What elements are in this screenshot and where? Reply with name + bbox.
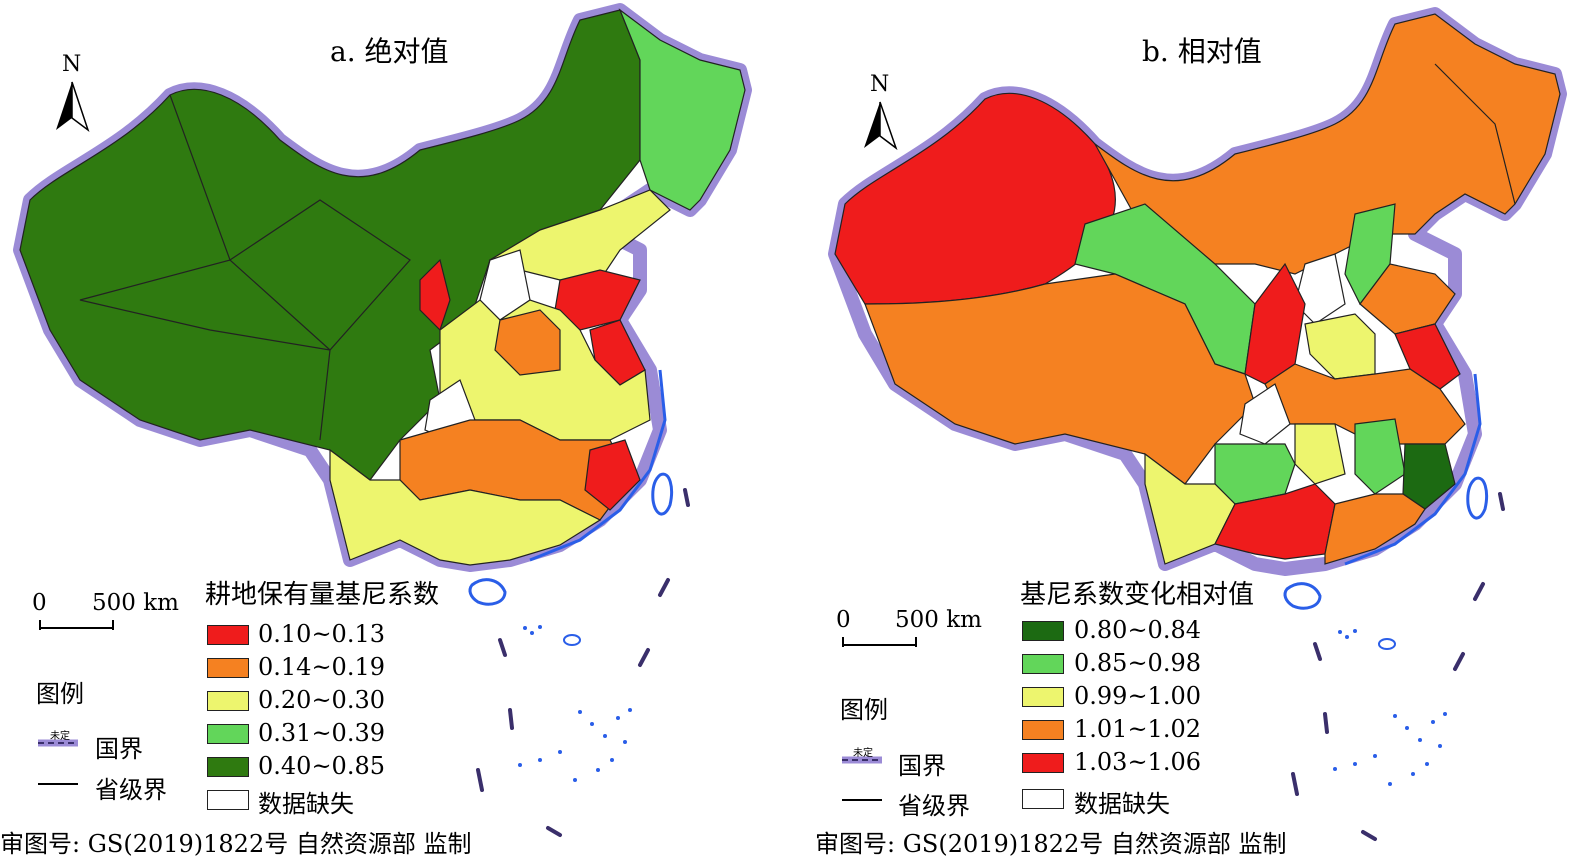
nine-dash-line-b xyxy=(1291,492,1505,841)
taiwan-a xyxy=(651,472,674,516)
region-southwest-b xyxy=(864,273,1256,485)
legend-heading-a: 图例 xyxy=(36,680,84,708)
region-henan-b xyxy=(1304,313,1376,380)
hainan-a xyxy=(468,578,507,606)
legend-swatch-a-missing xyxy=(207,790,249,810)
north-arrow-a xyxy=(56,81,90,133)
region-jiangxi-b xyxy=(1354,418,1406,495)
scale-start-a: 0 xyxy=(32,590,47,616)
legend-swatch-a-4 xyxy=(207,724,249,744)
hainan-b xyxy=(1283,582,1322,610)
provincial-border-label-b: 省级界 xyxy=(898,792,970,820)
legend-label-b-1: 0.80~0.84 xyxy=(1074,616,1201,644)
national-border-label-b: 国界 xyxy=(898,752,946,780)
legend-title-b: 基尼系数变化相对值 xyxy=(1020,580,1255,610)
legend-swatch-a-2 xyxy=(207,658,249,678)
undetermined-label-b: 未定 xyxy=(853,748,873,759)
legend-swatch-b-5 xyxy=(1022,753,1064,773)
region-south-a xyxy=(329,448,602,566)
south-sea-islands-a xyxy=(518,625,632,782)
coastline-a xyxy=(529,369,667,562)
map-panel-a xyxy=(13,3,752,837)
legend-swatch-a-5 xyxy=(207,757,249,777)
region-guangdong-b xyxy=(1324,493,1426,565)
region-fujian-b xyxy=(1402,443,1456,510)
national-border-label-a: 国界 xyxy=(95,735,143,763)
provincial-boundaries-a xyxy=(79,94,411,441)
legend-label-b-2: 0.85~0.98 xyxy=(1074,649,1201,677)
region-missing-b2 xyxy=(1239,383,1291,445)
scale-end-b: 500 km xyxy=(895,607,982,633)
region-hunan-b xyxy=(1294,423,1346,485)
legend-label-b-missing: 数据缺失 xyxy=(1074,790,1170,818)
legend-label-b-5: 1.03~1.06 xyxy=(1074,748,1201,776)
region-northeast xyxy=(618,8,746,211)
panel-b-title: b. 相对值 xyxy=(1142,35,1262,68)
region-fujian-a xyxy=(584,439,641,511)
legend-heading-b: 图例 xyxy=(840,696,888,724)
legend-swatch-b-missing xyxy=(1022,789,1064,809)
legend-swatch-b-4 xyxy=(1022,720,1064,740)
legend-swatch-b-1 xyxy=(1022,621,1064,641)
nine-dash-line-a xyxy=(476,488,690,837)
panel-a-title: a. 绝对值 xyxy=(330,35,449,68)
region-jiangsu-b xyxy=(1394,323,1461,390)
legend-label-a-3: 0.20~0.30 xyxy=(258,686,385,714)
provincial-boundaries-b xyxy=(1434,63,1516,205)
region-north-b xyxy=(1094,13,1561,275)
legend-label-a-4: 0.31~0.39 xyxy=(258,719,385,747)
approval-note-a: 审图号: GS(2019)1822号 自然资源部 监制 xyxy=(0,830,472,858)
legend-swatch-b-3 xyxy=(1022,687,1064,707)
south-sea-islands-b xyxy=(1333,629,1447,786)
north-label-b: N xyxy=(870,72,890,97)
coastline-b xyxy=(1344,373,1482,566)
scale-start-b: 0 xyxy=(836,607,851,633)
legend-swatch-a-1 xyxy=(207,625,249,645)
legend-label-b-4: 1.01~1.02 xyxy=(1074,715,1201,743)
undetermined-label-a: 未定 xyxy=(50,731,70,742)
legend-label-a-missing: 数据缺失 xyxy=(258,790,354,818)
map-panel-b xyxy=(828,7,1567,841)
legend-swatch-b-2 xyxy=(1022,654,1064,674)
legend-label-a-5: 0.40~0.85 xyxy=(258,752,385,780)
approval-note-b: 审图号: GS(2019)1822号 自然资源部 监制 xyxy=(815,830,1287,858)
north-label-a: N xyxy=(62,52,82,77)
region-henan-a xyxy=(494,309,561,376)
north-arrow-b xyxy=(864,101,898,151)
legend-label-b-3: 0.99~1.00 xyxy=(1074,682,1201,710)
region-ningxia-a xyxy=(419,258,451,332)
legend-title-a: 耕地保有量基尼系数 xyxy=(205,580,440,610)
provincial-border-label-a: 省级界 xyxy=(95,776,167,804)
legend-swatch-a-3 xyxy=(207,691,249,711)
scale-end-a: 500 km xyxy=(92,590,179,616)
legend-label-a-1: 0.10~0.13 xyxy=(258,620,385,648)
legend-label-a-2: 0.14~0.19 xyxy=(258,653,385,681)
taiwan-b xyxy=(1466,476,1489,520)
